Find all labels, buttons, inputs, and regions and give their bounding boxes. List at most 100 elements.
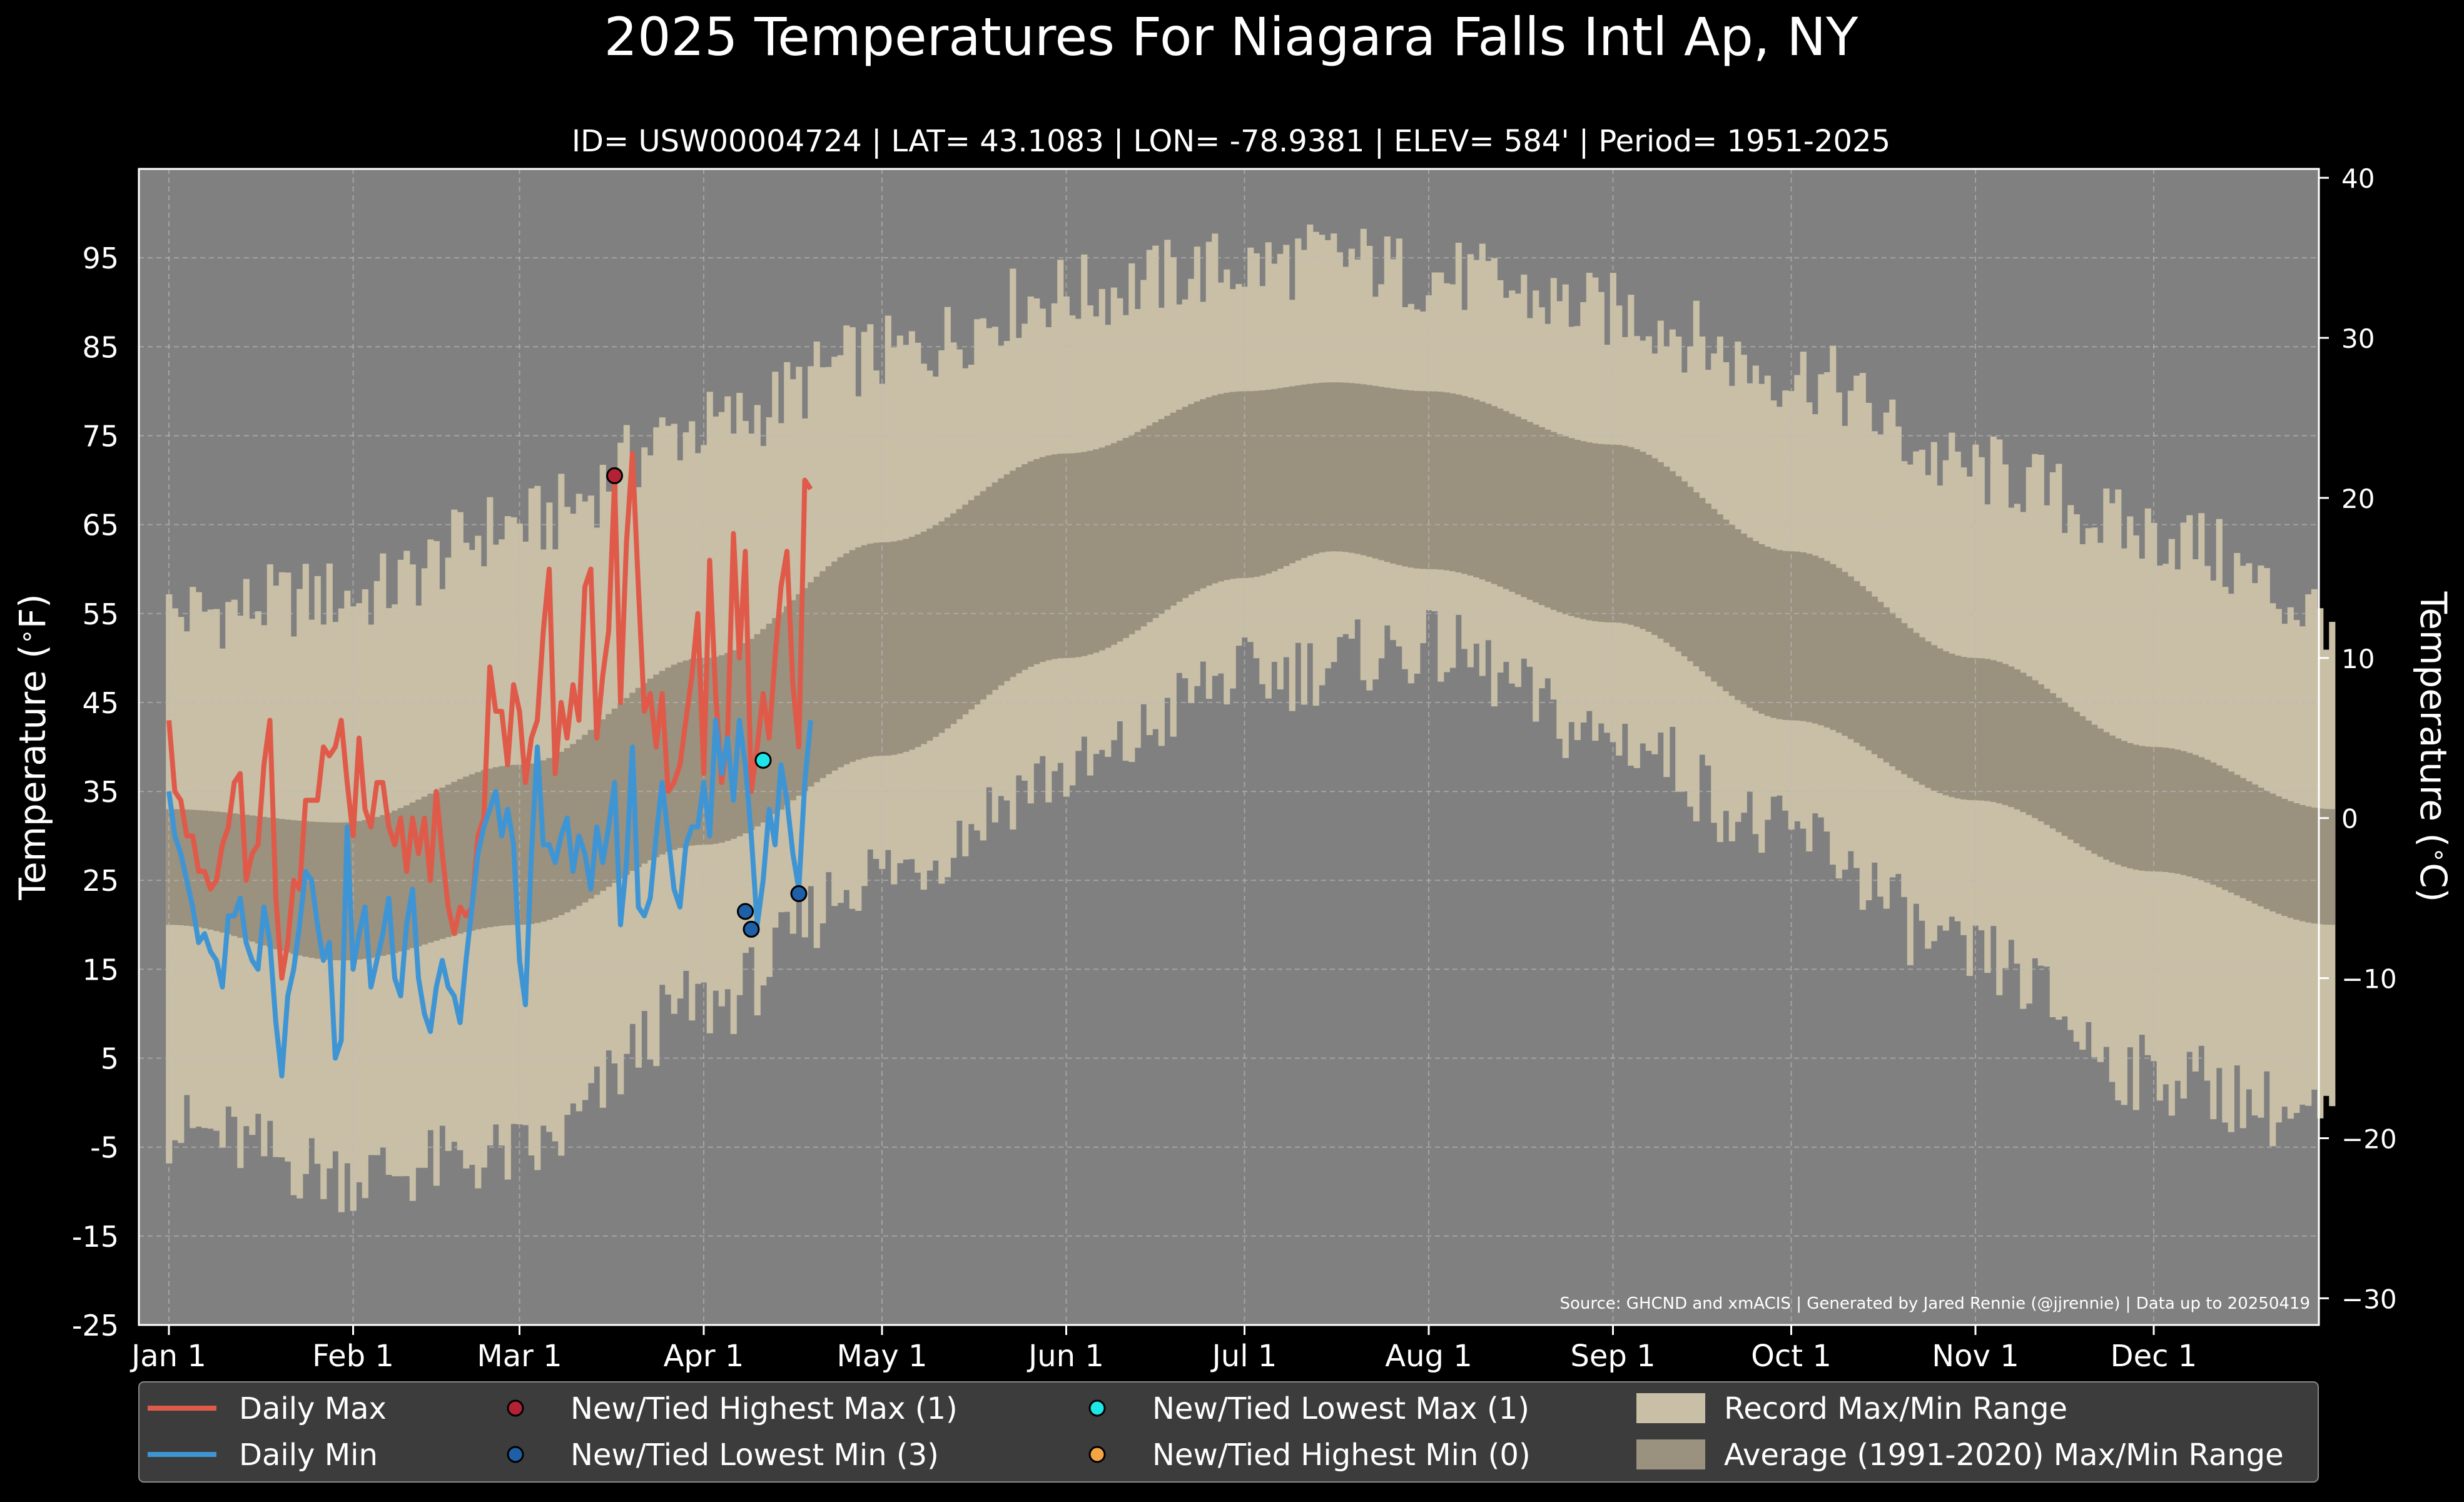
legend-new-low-max-swatch — [1088, 1399, 1106, 1417]
x-tick-label: Jun 1 — [1027, 1339, 1104, 1374]
average-range-bar — [1360, 384, 1367, 556]
y-tick-label-right: 20 — [2341, 484, 2375, 514]
average-range-bar — [546, 758, 553, 920]
legend-new-high-max-label: New/Tied Highest Max (1) — [570, 1391, 958, 1426]
average-range-bar — [225, 813, 232, 935]
average-range-bar — [2109, 735, 2116, 863]
average-range-bar — [278, 819, 285, 951]
average-range-bar — [1770, 549, 1777, 718]
average-range-bar — [338, 822, 345, 961]
average-range-bar — [861, 545, 868, 758]
daily-min-line — [166, 718, 813, 1078]
average-range-bar — [962, 504, 969, 714]
average-range-bar — [534, 762, 541, 923]
average-range-bar — [1616, 445, 1623, 623]
average-range-bar — [1728, 524, 1735, 696]
average-range-bar — [570, 744, 577, 910]
average-range-bar — [1687, 487, 1694, 661]
right-y-axis: 40 30 20 10 0 −10 −20 −30 — [2319, 163, 2397, 1314]
average-range-bar — [1966, 657, 1973, 800]
average-range-bar — [599, 719, 606, 891]
average-range-bar — [2287, 801, 2294, 918]
degree-symbol: ∘ — [2425, 847, 2453, 863]
average-range-bar — [1354, 383, 1361, 554]
average-range-bar — [1794, 551, 1801, 721]
average-range-bar — [623, 698, 630, 875]
average-range-bar — [1461, 396, 1468, 574]
average-range-bar — [1479, 401, 1486, 580]
x-tick-label: Sep 1 — [1570, 1339, 1655, 1374]
x-tick-label: May 1 — [836, 1339, 927, 1374]
average-range-bar — [2132, 744, 2139, 870]
average-range-bar — [1283, 387, 1290, 566]
average-range-bar — [1812, 556, 1818, 724]
average-range-bar — [1217, 393, 1224, 582]
average-range-bar — [1621, 445, 1628, 624]
average-range-bar — [1990, 660, 1997, 803]
average-range-bar — [908, 537, 915, 750]
average-range-bar — [1538, 427, 1545, 606]
average-range-bar — [451, 781, 458, 936]
average-range-bar — [2275, 796, 2282, 914]
average-range-bar — [2239, 778, 2246, 898]
left-y-axis: 95 85 75 65 55 45 35 25 15 5 -5 -15 -25 — [72, 241, 119, 1342]
x-tick-label: Jul 1 — [1210, 1339, 1277, 1374]
average-range-bar — [1533, 424, 1539, 603]
average-range-bar — [2127, 743, 2134, 869]
average-range-bar — [1182, 407, 1189, 598]
average-range-bar — [980, 491, 986, 700]
y-tick-label-left: -5 — [90, 1131, 119, 1165]
average-range-bar — [1033, 459, 1040, 664]
y-tick-label-left: -25 — [72, 1309, 119, 1342]
average-range-bar — [2204, 759, 2211, 883]
average-range-bar — [1307, 383, 1314, 556]
average-range-bar — [1366, 385, 1373, 557]
average-range-bar — [1640, 452, 1646, 629]
average-range-bar — [641, 683, 648, 864]
average-range-bar — [1348, 383, 1355, 553]
average-range-bar — [356, 821, 363, 960]
average-range-bar — [1740, 534, 1747, 704]
average-range-bar — [1735, 529, 1742, 701]
y-tick-label-left: 15 — [82, 953, 119, 987]
average-range-bar — [2293, 803, 2300, 920]
average-range-bar — [1081, 452, 1088, 656]
average-range-bar — [385, 813, 392, 955]
average-range-bar — [463, 776, 470, 933]
average-range-bar — [2025, 676, 2032, 815]
average-range-bar — [1485, 403, 1492, 582]
average-range-bar — [403, 805, 410, 950]
average-range-bar — [1835, 567, 1842, 733]
average-range-bar — [635, 688, 642, 868]
average-range-bar — [1509, 414, 1516, 592]
record-markers — [606, 467, 808, 938]
average-range-bar — [1164, 415, 1171, 610]
average-range-bar — [1271, 388, 1278, 572]
average-range-bar — [2085, 720, 2092, 851]
average-range-bar — [415, 799, 422, 946]
average-range-bar — [1901, 623, 1908, 774]
average-range-bar — [1093, 449, 1100, 653]
average-range-bar — [2198, 757, 2205, 881]
average-range-bar — [2056, 698, 2062, 833]
average-range-bar — [1747, 537, 1753, 708]
average-range-bar — [1723, 519, 1730, 691]
average-range-bar — [552, 755, 559, 918]
average-range-bar — [1776, 550, 1783, 719]
average-range-bar — [2234, 774, 2241, 896]
y-tick-label-left: 95 — [82, 241, 119, 275]
average-range-bar — [2269, 793, 2276, 911]
average-range-bar — [1937, 648, 1944, 793]
average-range-bar — [1372, 385, 1379, 559]
y-tick-label-left: 25 — [82, 864, 119, 898]
average-range-bar — [896, 540, 903, 754]
average-range-bar — [784, 606, 791, 805]
average-range-bar — [1229, 392, 1236, 579]
average-range-bar — [1069, 453, 1076, 658]
average-range-bar — [1039, 457, 1046, 662]
y-tick-label-left: -15 — [72, 1220, 119, 1254]
average-range-bar — [1295, 385, 1302, 561]
average-range-bar — [1633, 449, 1640, 627]
record-marker — [606, 467, 623, 484]
y-axis-label-right-text: Temperature ( — [2412, 591, 2455, 847]
